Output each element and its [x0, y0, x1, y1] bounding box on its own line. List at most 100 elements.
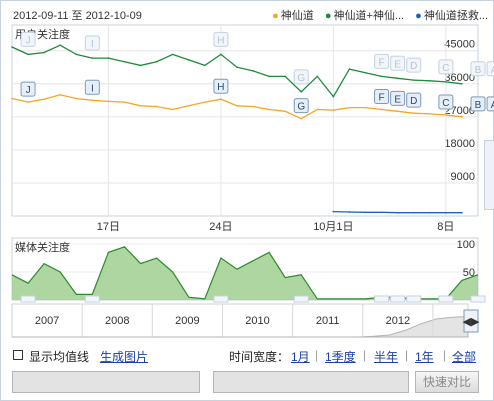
- series-point-0: [300, 91, 303, 93]
- legend-item-2[interactable]: ● 神仙道拯救...: [415, 10, 488, 22]
- event-marker-label: H: [217, 35, 224, 46]
- legend-label-2: 神仙道拯救...: [423, 10, 488, 22]
- media-event-marker: [406, 295, 422, 303]
- series-point-2: [332, 210, 335, 213]
- series-point-0: [155, 60, 158, 63]
- series-point-1: [348, 106, 351, 109]
- date-range: 2012-09-11 至 2012-10-09: [13, 10, 142, 22]
- series-point-0: [91, 57, 94, 59]
- series-point-1: [91, 99, 94, 102]
- series-point-1: [284, 110, 286, 113]
- side-scroll-tab[interactable]: [484, 140, 494, 210]
- event-marker: [374, 88, 390, 104]
- series-point-1: [461, 116, 463, 118]
- event-marker-label: F: [379, 92, 385, 103]
- media-event-marker: [293, 295, 309, 303]
- series-point-1: [252, 105, 254, 108]
- event-marker: [470, 96, 486, 112]
- timeline-sparkline: [12, 315, 469, 338]
- show-average-checkbox[interactable]: [13, 350, 23, 360]
- series-point-2: [428, 211, 431, 214]
- event-marker: [390, 55, 406, 71]
- series-point-0: [316, 75, 319, 78]
- series-point-0: [236, 66, 238, 69]
- series-point-1: [364, 106, 367, 109]
- media-event-marker: [438, 295, 454, 303]
- event-marker-label: H: [217, 82, 224, 93]
- event-marker-label: J: [26, 35, 31, 46]
- x-tick-label: 8日: [437, 221, 454, 233]
- series-point-1: [75, 97, 78, 100]
- series-point-1: [396, 110, 399, 113]
- event-marker-label: D: [410, 96, 417, 107]
- series-point-0: [332, 95, 335, 98]
- drag-handle-icon: ◀▶: [463, 316, 480, 328]
- event-marker-label: G: [297, 102, 305, 113]
- series-point-1: [332, 109, 335, 112]
- series-point-1: [445, 114, 447, 116]
- event-marker: [470, 61, 486, 77]
- event-marker: [390, 90, 406, 106]
- quick-compare-button[interactable]: 快速对比: [415, 371, 479, 393]
- media-event-marker: [20, 295, 36, 303]
- legend-dot-icon: ●: [324, 10, 332, 22]
- event-marker-label: G: [297, 73, 305, 84]
- event-marker: [406, 57, 422, 73]
- series-point-2: [396, 211, 399, 214]
- media-event-marker: [390, 295, 406, 303]
- generate-image-link[interactable]: 生成图片: [100, 350, 149, 364]
- series-point-0: [268, 75, 270, 78]
- time-option-1-quarter[interactable]: 1季度: [325, 350, 356, 364]
- series-point-0: [461, 82, 463, 85]
- media-event-marker: [374, 295, 390, 303]
- series-point-1: [220, 98, 222, 100]
- series-point-1: [236, 105, 238, 107]
- timeline-year-label: 2007: [35, 315, 59, 327]
- legend-item-1[interactable]: ● 神仙道+神仙...: [325, 10, 404, 22]
- event-marker-label: J: [26, 85, 31, 96]
- series-point-2: [461, 211, 463, 214]
- keyword-input-1[interactable]: [12, 371, 200, 393]
- event-marker: [486, 61, 494, 77]
- series-point-0: [59, 44, 62, 47]
- keyword-input-2[interactable]: [213, 371, 409, 393]
- media-y-tick-label: 100: [457, 239, 475, 251]
- time-option-half-year[interactable]: 半年: [374, 350, 399, 364]
- series-point-0: [107, 57, 110, 59]
- series-point-2: [348, 211, 351, 213]
- legend-label-1: 神仙道+神仙...: [333, 10, 405, 22]
- legend-item-0[interactable]: ● 神仙道: [272, 10, 314, 22]
- series-point-0: [139, 64, 142, 67]
- series-point-0: [187, 59, 190, 61]
- timeline-year-label: 2009: [175, 315, 199, 327]
- media-event-marker: [213, 295, 229, 303]
- x-tick-label: 24日: [209, 221, 232, 233]
- time-option-all[interactable]: 全部: [452, 350, 477, 364]
- series-point-1: [187, 105, 190, 107]
- legend: ● 神仙道 ● 神仙道+神仙... ● 神仙道拯救...: [264, 7, 488, 23]
- series-point-0: [27, 53, 29, 56]
- event-marker: [293, 69, 309, 85]
- x-tick-label: 10月1日: [313, 221, 353, 233]
- separator: |: [405, 348, 409, 362]
- media-y-tick-label: 50: [463, 267, 475, 279]
- event-marker-label: B: [475, 100, 482, 111]
- event-marker-label: C: [442, 63, 449, 74]
- series-point-1: [139, 105, 142, 107]
- plot-area: [11, 24, 479, 217]
- series-point-1: [107, 100, 110, 103]
- event-marker: [20, 81, 36, 97]
- time-option-1-month[interactable]: 1月: [291, 350, 310, 364]
- time-option-1-year[interactable]: 1年: [415, 350, 434, 364]
- series-point-0: [123, 60, 126, 63]
- event-marker-label: D: [410, 61, 417, 72]
- timeline-year-label: 2012: [386, 315, 410, 327]
- event-marker: [438, 59, 454, 75]
- event-marker: [486, 96, 494, 112]
- separator: |: [315, 348, 319, 362]
- y-tick-label: 45000: [444, 39, 475, 51]
- x-tick-label: 17日: [97, 221, 120, 233]
- y-tick-label: 9000: [451, 171, 475, 183]
- series-point-0: [75, 53, 78, 56]
